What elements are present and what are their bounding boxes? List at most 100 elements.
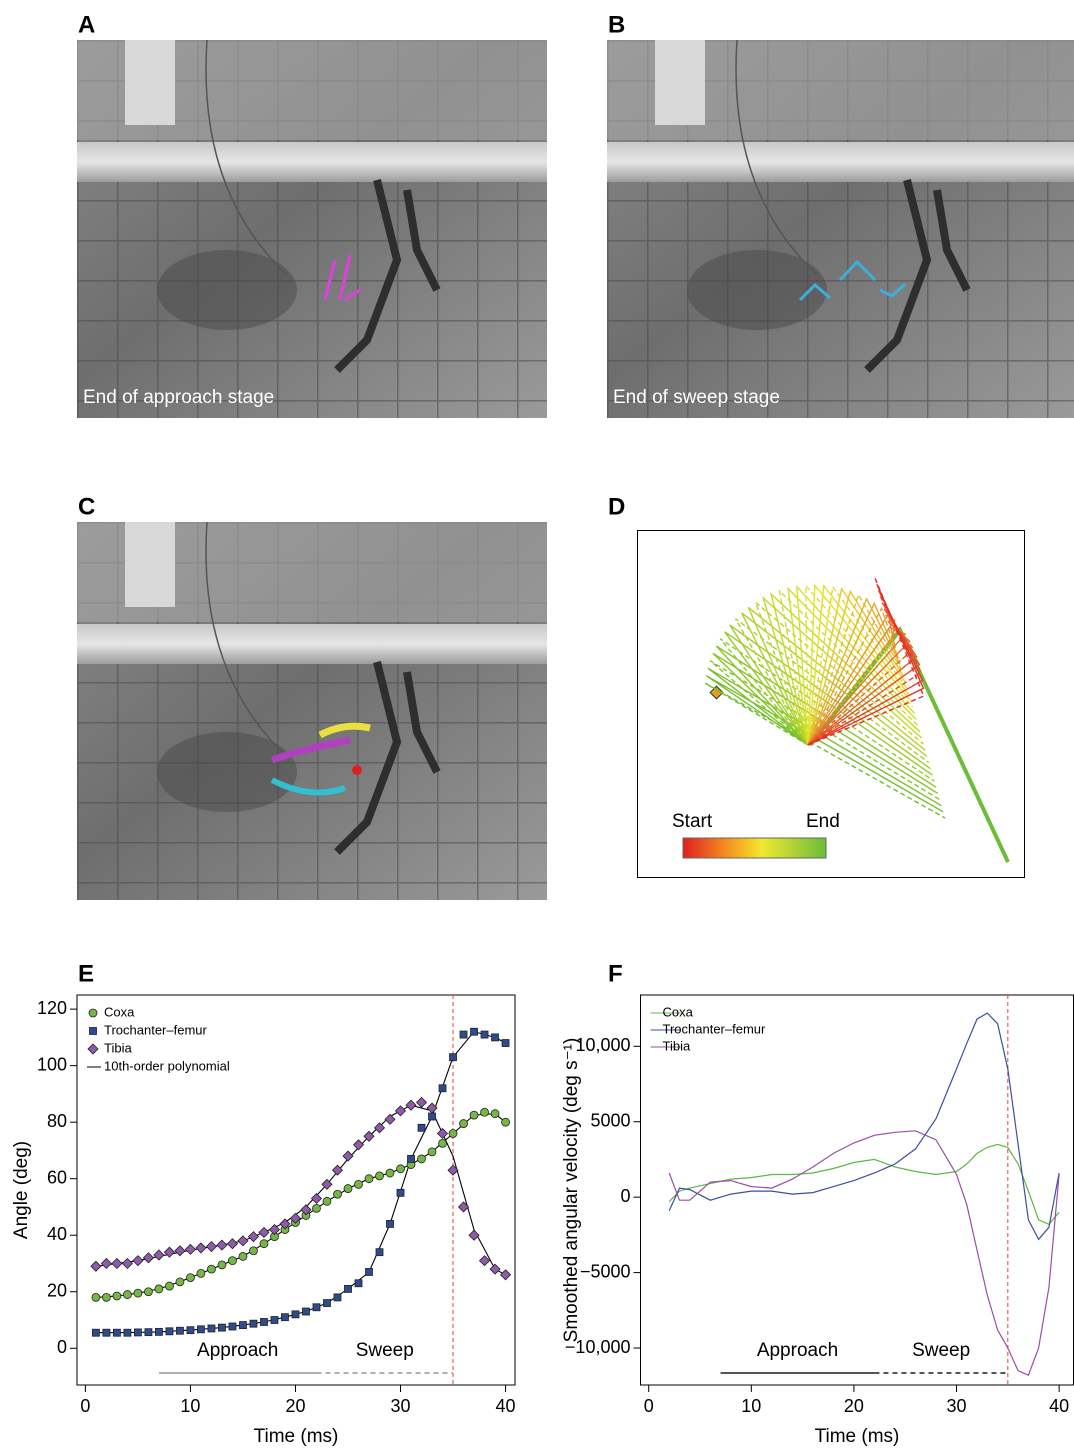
diagram-stroke [807, 626, 907, 746]
data-point [207, 1264, 216, 1274]
y-tick-label: 80 [47, 1111, 67, 1131]
legend-label: 10th-order polynomial [104, 1058, 230, 1073]
phase-label: Sweep [912, 1340, 970, 1361]
panel-c [77, 522, 547, 900]
x-tick-label: 0 [644, 1396, 654, 1416]
panel-b: End of sweep stage [607, 40, 1074, 418]
data-point [470, 1027, 478, 1036]
panel-letter: D [608, 493, 625, 520]
data-point [428, 1112, 436, 1121]
photo-caption: End of approach stage [83, 387, 274, 408]
y-axis-label: Angle (deg) [11, 1141, 32, 1239]
legend-label: Tibia [663, 1038, 691, 1053]
data-point [364, 1174, 374, 1184]
data-point [154, 1284, 164, 1294]
data-point [459, 1030, 468, 1039]
panel-letter: C [78, 493, 95, 520]
data-point [144, 1287, 153, 1297]
data-point [174, 1245, 186, 1257]
legend-label: Coxa [663, 1004, 694, 1019]
y-tick-label: 0 [57, 1337, 67, 1357]
data-line [668, 1012, 1060, 1241]
data-point [142, 1252, 154, 1264]
panel-letter: F [608, 960, 623, 987]
diagram-stroke [807, 626, 901, 746]
data-line [668, 1130, 1060, 1377]
data-point [155, 1327, 163, 1336]
data-point [270, 1316, 279, 1324]
diagram-stroke [769, 592, 921, 746]
data-point [480, 1107, 489, 1117]
data-point [375, 1248, 384, 1257]
data-point [112, 1291, 122, 1301]
data-point [228, 1322, 237, 1331]
phase-label: Approach [757, 1340, 838, 1361]
data-point [322, 1196, 332, 1206]
x-axis-label: Time (ms) [254, 1426, 339, 1447]
data-point [321, 1178, 333, 1190]
chart: 0 20 40 60 80 100 120 0 10 20 30 40 Time (ms) Angle (… [11, 994, 516, 1447]
y-axis-label: Smoothed angular velocity (deg s⁻¹) [561, 1038, 582, 1343]
data-point [259, 1239, 269, 1249]
data-point [184, 1243, 197, 1255]
diagram-stroke [807, 585, 908, 746]
data-point [448, 1129, 458, 1138]
diagram-stroke [807, 583, 910, 746]
data-point [407, 1155, 415, 1163]
data-point [417, 1123, 426, 1132]
x-tick-label: 20 [285, 1396, 305, 1416]
y-tick-label: 10,000 [575, 1035, 630, 1055]
data-point [153, 1249, 165, 1261]
data-point [196, 1268, 206, 1278]
data-point [344, 1285, 352, 1293]
y-tick-label: 100 [37, 1054, 67, 1074]
data-point [394, 1105, 407, 1117]
y-tick-label: 60 [47, 1167, 67, 1187]
x-axis-label: Time (ms) [815, 1426, 900, 1447]
data-point [239, 1321, 247, 1329]
data-point [469, 1110, 479, 1120]
y-tick-label: 5000 [590, 1110, 630, 1130]
data-point [163, 1246, 175, 1258]
legend-label: Tibia [104, 1040, 132, 1055]
data-point [175, 1277, 185, 1287]
data-point [207, 1324, 216, 1333]
data-point [300, 1204, 312, 1216]
data-point [302, 1307, 310, 1316]
data-point [447, 1164, 459, 1176]
panel-letter: E [78, 960, 94, 987]
data-point [468, 1229, 480, 1241]
scale-end: End [806, 811, 840, 832]
data-point [457, 1201, 470, 1213]
data-point [113, 1328, 121, 1337]
data-line [668, 1143, 1060, 1226]
photo-caption: End of sweep stage [613, 387, 780, 408]
data-point [333, 1293, 342, 1302]
diagram-stroke [807, 620, 911, 746]
data-point [121, 1257, 133, 1270]
diagram-stroke [715, 645, 937, 788]
data-point [343, 1184, 353, 1193]
data-point [195, 1242, 207, 1254]
data-point [333, 1189, 342, 1199]
data-point [490, 1109, 500, 1119]
legend-label: Coxa [104, 1004, 135, 1019]
data-point [426, 1102, 438, 1114]
diagram-stroke [787, 586, 917, 746]
x-tick-label: 40 [496, 1396, 516, 1416]
data-point [478, 1255, 491, 1267]
diagram-stroke [705, 675, 944, 813]
data-point [281, 1313, 289, 1322]
panel-a: End of approach stage [77, 40, 547, 418]
phase-label: Approach [197, 1340, 278, 1361]
data-point [249, 1246, 258, 1256]
data-point [415, 1096, 428, 1108]
diagram-stroke [807, 601, 899, 746]
data-point [501, 1039, 510, 1047]
data-point [491, 1033, 499, 1042]
legend-label: Trochanter–femur [663, 1021, 767, 1036]
scale-start: Start [672, 811, 713, 832]
diagram-stroke [761, 595, 923, 746]
data-point [396, 1188, 405, 1197]
